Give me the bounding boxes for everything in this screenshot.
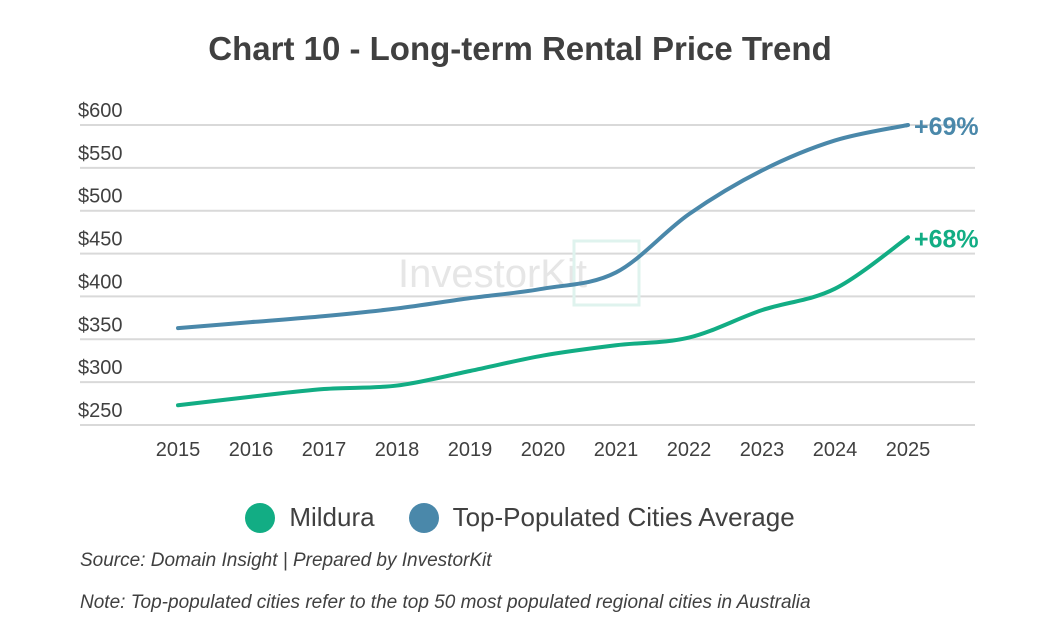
x-tick-label: 2020	[521, 439, 566, 461]
watermark-frame	[572, 239, 641, 307]
end-label: +69%	[914, 113, 979, 141]
source-note: Source: Domain Insight | Prepared by Inv…	[80, 550, 492, 571]
legend-item-mildura: Mildura	[245, 502, 375, 533]
legend: Mildura Top-Populated Cities Average	[0, 502, 1040, 533]
y-tick-label: $500	[78, 186, 123, 208]
y-tick-label: $450	[78, 229, 123, 251]
legend-marker-top-cities	[408, 502, 439, 533]
x-tick-label: 2018	[375, 439, 420, 461]
y-tick-label: $250	[78, 400, 123, 422]
y-tick-label: $600	[78, 100, 123, 122]
legend-item-top-cities: Top-Populated Cities Average	[408, 502, 795, 533]
x-tick-label: 2021	[594, 439, 639, 461]
series-line-mildura	[176, 235, 910, 408]
y-tick-label: $300	[78, 357, 123, 379]
series-line-top-cities	[176, 123, 910, 331]
y-tick-label: $350	[78, 314, 123, 336]
legend-label-mildura: Mildura	[289, 502, 375, 532]
x-tick-label: 2019	[448, 439, 493, 461]
y-tick-label: $400	[78, 271, 123, 293]
x-tick-label: 2022	[667, 439, 712, 461]
end-label: +68%	[914, 225, 979, 253]
y-tick-label: $550	[78, 143, 123, 165]
footnote: Note: Top-populated cities refer to the …	[80, 592, 811, 613]
x-tick-label: 2023	[740, 439, 785, 461]
legend-marker-mildura	[245, 502, 276, 533]
x-tick-label: 2016	[229, 439, 274, 461]
x-tick-label: 2015	[156, 439, 201, 461]
watermark-logo: InvestorKit	[398, 252, 587, 296]
x-tick-label: 2025	[886, 439, 931, 461]
legend-label-top-cities: Top-Populated Cities Average	[452, 502, 795, 532]
chart-title: Chart 10 - Long-term Rental Price Trend	[208, 30, 832, 67]
x-tick-label: 2024	[813, 439, 858, 461]
x-tick-label: 2017	[302, 439, 347, 461]
line-chart: $250 $300 $350 $400 $450 $500 $550 $600 2015 2016…	[78, 100, 979, 461]
